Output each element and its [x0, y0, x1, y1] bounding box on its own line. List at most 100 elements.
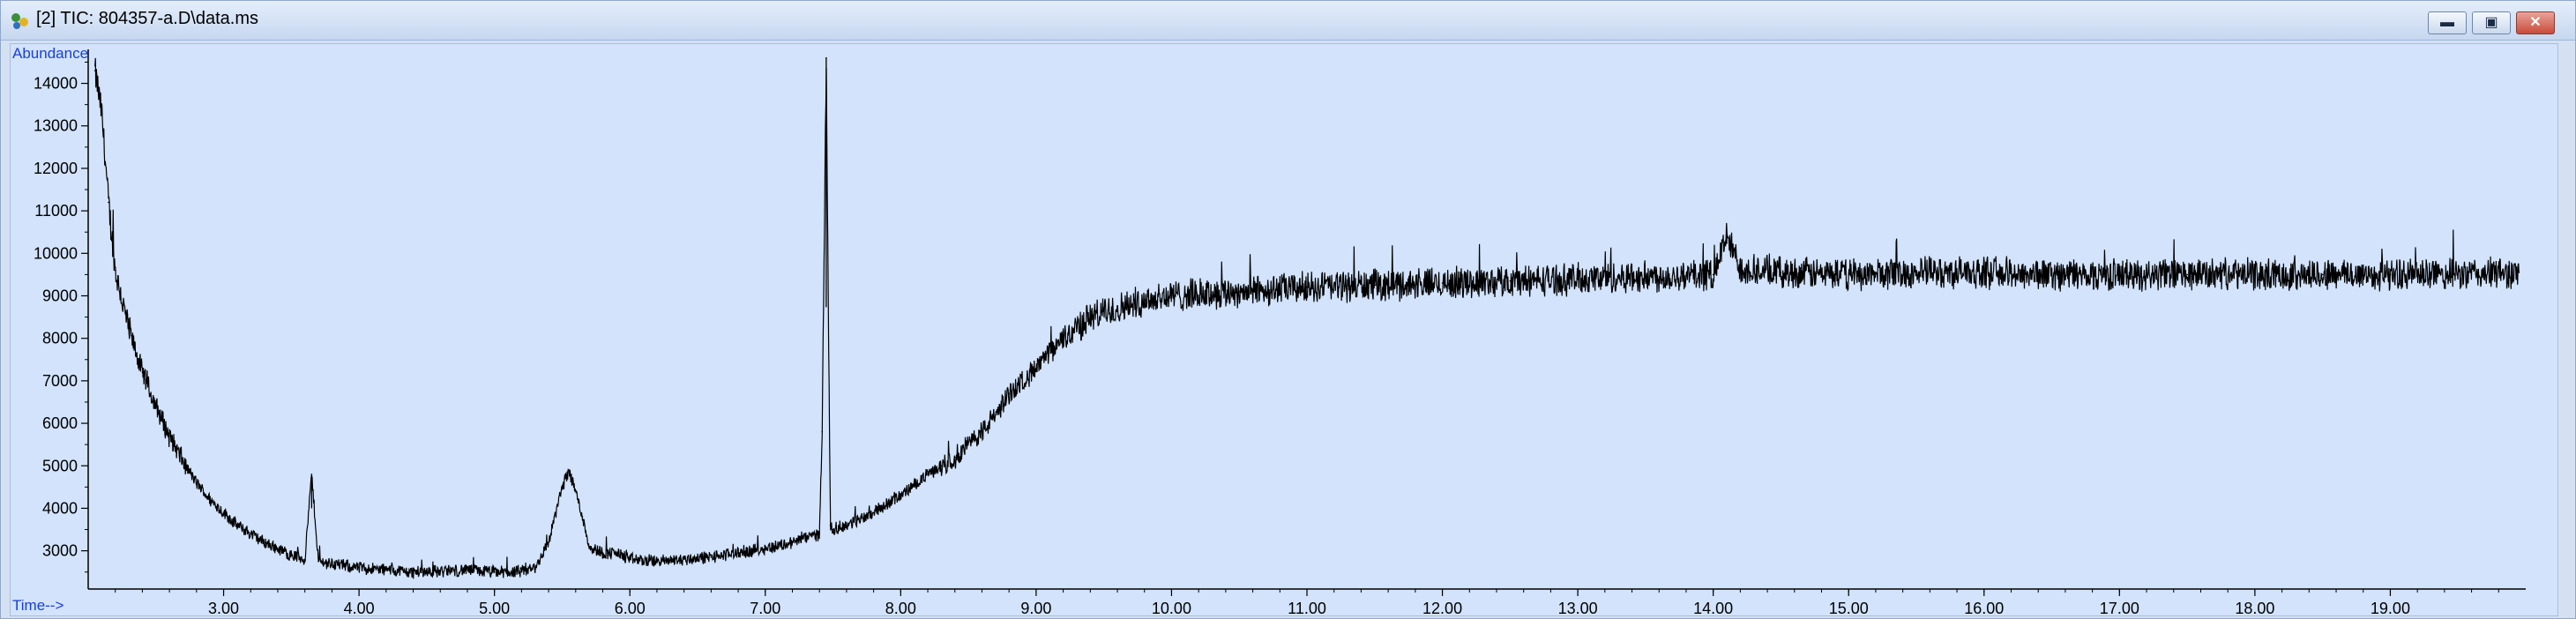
x-tick-label: 9.00 — [1020, 600, 1051, 615]
x-tick-label: 11.00 — [1288, 600, 1326, 615]
data-point — [927, 474, 929, 475]
data-point — [290, 554, 293, 556]
restore-button[interactable]: ▣ — [2472, 11, 2511, 34]
data-point — [2457, 273, 2460, 276]
data-point — [182, 460, 184, 463]
x-tick-label: 4.00 — [344, 600, 375, 615]
data-point — [114, 269, 116, 272]
data-point — [1712, 273, 1714, 276]
data-point — [601, 552, 604, 554]
data-point — [209, 499, 211, 501]
plot-area[interactable]: 3000 4000 5000 6000 7000 8000 9000 10000 11000 12… — [10, 43, 2558, 616]
y-tick-label: 13000 — [34, 117, 78, 135]
data-point — [128, 329, 130, 331]
data-point — [818, 533, 820, 535]
x-tick-label: 6.00 — [615, 600, 646, 615]
y-tick-label: 9000 — [42, 287, 78, 304]
data-point — [588, 546, 590, 548]
x-tick-label: 14.00 — [1693, 600, 1733, 615]
data-point — [2186, 273, 2188, 276]
x-tick-label: 12.00 — [1422, 600, 1462, 615]
data-point — [385, 569, 387, 571]
data-point — [331, 563, 333, 564]
chart-series — [93, 56, 2520, 579]
y-tick-label: 11000 — [34, 202, 78, 220]
x-tick-label: 19.00 — [2371, 600, 2410, 615]
minimize-button[interactable]: ▬ — [2428, 11, 2467, 34]
data-point — [1089, 316, 1092, 318]
x-tick-label: 16.00 — [1964, 600, 2004, 615]
x-tick-label: 5.00 — [479, 600, 510, 615]
data-point — [2389, 273, 2392, 276]
data-point — [317, 560, 319, 563]
data-point — [1306, 287, 1308, 288]
data-point — [1739, 267, 1742, 269]
data-point — [1780, 272, 1782, 273]
restore-icon: ▣ — [2484, 15, 2498, 30]
data-point — [1238, 290, 1241, 293]
data-point — [2050, 273, 2053, 276]
data-point — [2321, 273, 2324, 276]
data-point — [568, 469, 570, 471]
data-point — [575, 490, 577, 492]
data-point — [277, 548, 279, 550]
data-point — [222, 511, 225, 514]
window-title: [2] TIC: 804357-a.D\data.ms — [36, 9, 258, 28]
data-point — [2518, 272, 2520, 273]
chromatogram-app-icon — [11, 13, 28, 29]
data-point — [1509, 280, 1512, 282]
data-point — [168, 435, 170, 437]
data-point — [710, 556, 713, 558]
data-point — [2118, 273, 2121, 276]
data-point — [1645, 276, 1646, 278]
data-point — [561, 486, 564, 488]
data-point — [412, 571, 414, 573]
data-point — [154, 405, 157, 407]
data-point — [263, 541, 265, 543]
data-point — [737, 552, 739, 554]
data-point — [629, 558, 631, 561]
y-tick-label: 12000 — [34, 160, 78, 177]
data-point — [846, 524, 847, 526]
data-point — [581, 516, 584, 518]
tic-series-line — [94, 57, 2520, 579]
data-point — [900, 495, 902, 496]
close-button[interactable]: ✕ — [2516, 11, 2555, 34]
close-icon: ✕ — [2529, 15, 2542, 30]
data-point — [1373, 284, 1376, 287]
data-point — [548, 541, 549, 543]
data-point — [656, 560, 658, 563]
data-point — [250, 533, 252, 535]
data-point — [358, 567, 360, 569]
y-axis-label: Abundance — [12, 45, 88, 62]
data-point — [344, 564, 347, 567]
data-point — [108, 201, 109, 204]
data-point — [886, 503, 888, 505]
data-point — [493, 571, 496, 573]
data-point — [1035, 367, 1037, 369]
data-point — [791, 541, 794, 543]
data-point — [236, 524, 238, 526]
minimize-icon: ▬ — [2440, 15, 2454, 30]
y-tick-label: 5000 — [42, 457, 78, 474]
data-point — [872, 511, 875, 514]
tic-chart[interactable]: 3000 4000 5000 6000 7000 8000 9000 10000 11000 12… — [11, 44, 2557, 615]
data-point — [534, 567, 536, 569]
data-point — [1915, 272, 1917, 273]
x-tick-label: 13.00 — [1558, 600, 1598, 615]
data-point — [303, 558, 306, 561]
x-tick-label: 18.00 — [2235, 600, 2274, 615]
data-point — [1116, 308, 1118, 310]
data-point — [93, 70, 96, 71]
data-point — [953, 456, 956, 459]
data-point — [981, 430, 983, 433]
data-point — [940, 465, 943, 467]
x-tick-label: 17.00 — [2100, 600, 2139, 615]
title-bar[interactable]: [2] TIC: 804357-a.D\data.ms ▬ ▣ ✕ — [1, 1, 2575, 41]
data-point — [1062, 337, 1064, 339]
data-point — [1143, 299, 1146, 302]
data-point — [616, 552, 617, 554]
data-point — [467, 569, 468, 571]
y-tick-label: 4000 — [42, 499, 78, 517]
